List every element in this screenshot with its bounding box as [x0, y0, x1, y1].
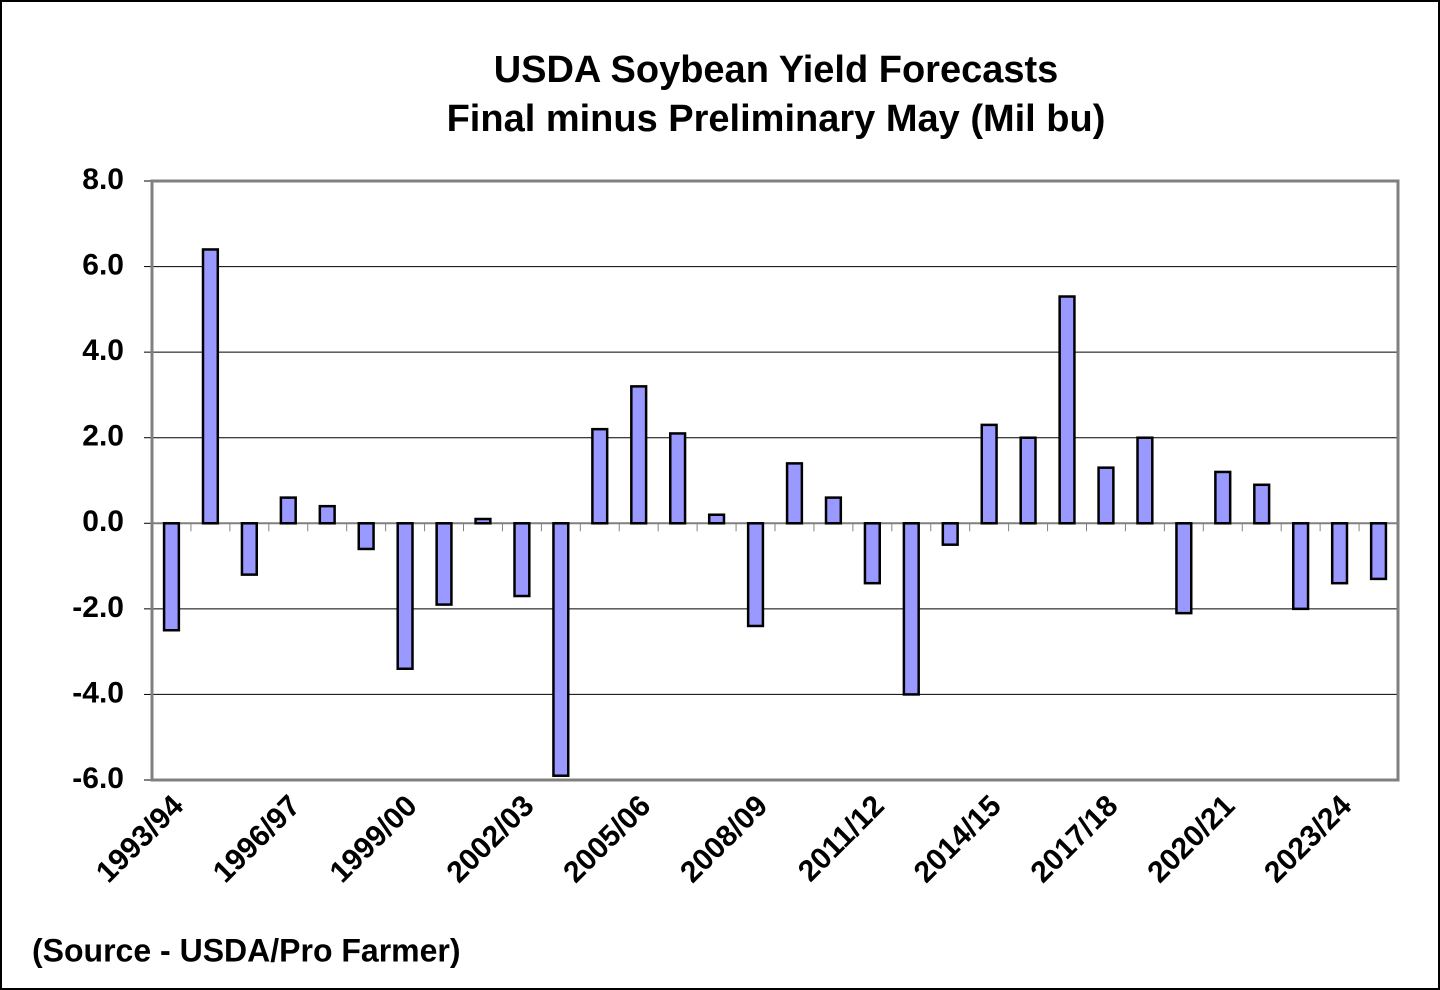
chart-title: USDA Soybean Yield Forecasts	[494, 49, 1059, 91]
y-tick-label: -2.0	[72, 591, 124, 624]
bar	[513, 522, 531, 598]
bar	[318, 504, 336, 525]
bar	[902, 522, 920, 696]
bar	[1214, 470, 1232, 525]
bar	[396, 522, 414, 671]
bar	[1369, 522, 1388, 581]
bar	[707, 513, 726, 525]
y-tick-label: -6.0	[72, 762, 124, 795]
bar	[162, 522, 181, 632]
bar	[1097, 466, 1115, 525]
bar	[435, 522, 453, 606]
bar	[1058, 295, 1076, 525]
bar	[279, 496, 297, 525]
bar	[824, 496, 843, 525]
y-tick-label: 0.0	[82, 505, 124, 538]
y-tick-label: 8.0	[82, 163, 124, 196]
chart-subtitle: Final minus Preliminary May (Mil bu)	[447, 98, 1106, 140]
bar	[669, 432, 687, 525]
plot-frame	[150, 179, 1400, 782]
bar	[552, 522, 570, 777]
bar	[746, 522, 765, 628]
bar	[941, 522, 959, 546]
bar	[1019, 436, 1037, 525]
bar	[201, 248, 220, 525]
bar	[1330, 522, 1349, 585]
bar	[980, 423, 998, 525]
bar	[630, 385, 648, 525]
bar	[240, 522, 258, 576]
bar	[1253, 483, 1271, 525]
bar	[591, 427, 609, 525]
y-tick-label: 4.0	[82, 334, 124, 367]
bar	[474, 517, 492, 525]
y-tick-label: 2.0	[82, 420, 124, 453]
y-tick-label: 6.0	[82, 248, 124, 281]
bar	[1175, 522, 1193, 615]
bar	[357, 522, 375, 551]
bar	[1136, 436, 1154, 525]
bar	[1292, 522, 1310, 611]
source-note: (Source - USDA/Pro Farmer)	[32, 932, 461, 968]
plot-background	[152, 181, 1398, 780]
bar	[785, 462, 804, 525]
bar	[863, 522, 881, 585]
y-tick-label: -4.0	[72, 676, 124, 709]
